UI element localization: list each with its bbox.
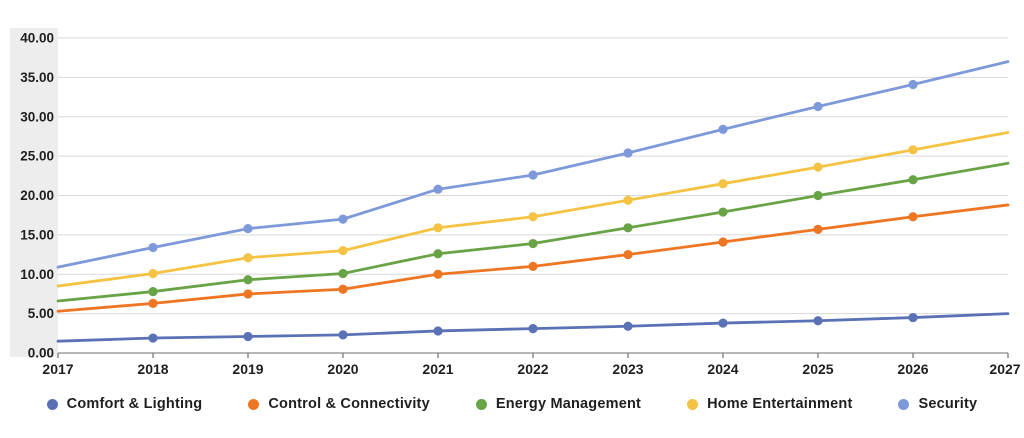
data-point <box>433 326 443 336</box>
y-axis-label: 5.00 <box>28 306 54 321</box>
data-point <box>623 321 633 331</box>
data-point <box>528 261 538 271</box>
x-axis-label: 2024 <box>707 361 738 377</box>
data-point <box>813 101 823 112</box>
data-point <box>148 298 158 308</box>
data-point <box>243 289 253 299</box>
data-point <box>528 170 538 180</box>
data-point <box>718 179 728 189</box>
x-axis-label: 2026 <box>897 361 928 377</box>
data-point <box>718 318 728 328</box>
x-axis-label: 2023 <box>612 361 643 377</box>
data-point <box>148 242 158 253</box>
series-line-security <box>56 60 1010 269</box>
legend-dot-icon <box>898 398 910 410</box>
legend-label: Control & Connectivity <box>268 396 430 412</box>
data-point <box>623 223 633 233</box>
legend-dot-icon <box>687 398 699 410</box>
x-axis-label: 2019 <box>232 361 263 377</box>
data-point <box>528 323 538 334</box>
x-axis-label: 2017 <box>42 361 73 377</box>
legend-dot-icon <box>475 398 487 410</box>
data-point <box>718 124 728 134</box>
line-chart: 0.00 5.00 10.00 15.00 20.00 25.00 30.00 35.00 40… <box>10 28 1021 377</box>
data-point <box>623 249 633 260</box>
legend-item-home-entertainment: Home Entertainment <box>687 396 852 412</box>
data-point <box>908 212 918 222</box>
data-point <box>528 212 538 222</box>
data-point <box>718 207 728 217</box>
data-point <box>908 312 918 323</box>
y-axis-label: 25.00 <box>20 149 54 164</box>
data-point <box>433 184 443 194</box>
data-point <box>813 190 823 201</box>
data-point <box>813 316 823 326</box>
y-axis-label: 20.00 <box>20 188 54 203</box>
data-point <box>718 237 728 247</box>
data-point <box>148 333 158 343</box>
data-point <box>623 195 633 205</box>
x-axis-label: 2022 <box>517 361 548 377</box>
data-point <box>338 214 348 224</box>
data-point <box>433 249 443 259</box>
data-point <box>433 269 443 279</box>
legend-item-comfort-lighting: Comfort & Lighting <box>46 396 203 412</box>
data-point <box>908 145 918 155</box>
legend-dot-icon <box>248 398 260 410</box>
data-point <box>148 268 158 279</box>
y-axis-label: 0.00 <box>28 346 54 361</box>
data-point <box>243 275 253 285</box>
x-axis-label: 2020 <box>327 361 358 377</box>
legend-item-energy-management: Energy Management <box>475 396 642 412</box>
series-line-energy-management <box>56 161 1010 303</box>
legend-item-security: Security <box>898 396 977 412</box>
legend-label: Home Entertainment <box>707 396 853 412</box>
x-axis-label: 2025 <box>802 361 833 377</box>
data-point <box>813 162 823 172</box>
data-point <box>338 246 348 256</box>
y-axis-label: 15.00 <box>20 227 54 242</box>
y-axis-label: 40.00 <box>20 31 54 46</box>
data-point <box>338 268 348 279</box>
data-point <box>338 284 348 294</box>
legend-label: Security <box>918 396 978 412</box>
chart-legend: Comfort & Lighting Control & Connectivity… <box>0 396 1024 412</box>
x-axis-label: 2021 <box>422 361 453 377</box>
y-axis-label-band <box>10 28 58 357</box>
data-point <box>338 330 348 340</box>
data-point <box>813 224 823 234</box>
x-axis-label: 2027 <box>989 361 1020 377</box>
data-point <box>528 238 538 249</box>
legend-label: Comfort & Lighting <box>66 396 203 412</box>
data-point <box>433 223 443 233</box>
data-point <box>623 148 633 158</box>
data-point <box>908 175 918 185</box>
y-axis-label: 10.00 <box>20 267 54 282</box>
data-point <box>148 286 158 297</box>
data-point <box>243 253 253 263</box>
x-axis-label: 2018 <box>137 361 168 377</box>
legend-dot-icon <box>46 398 58 410</box>
legend-label: Energy Management <box>495 396 642 412</box>
data-point <box>908 79 918 90</box>
legend-item-control-connectivity: Control & Connectivity <box>248 396 430 412</box>
y-axis-label: 30.00 <box>20 109 54 124</box>
data-point <box>243 331 253 342</box>
data-point <box>243 223 253 234</box>
y-axis-label: 35.00 <box>20 70 54 85</box>
